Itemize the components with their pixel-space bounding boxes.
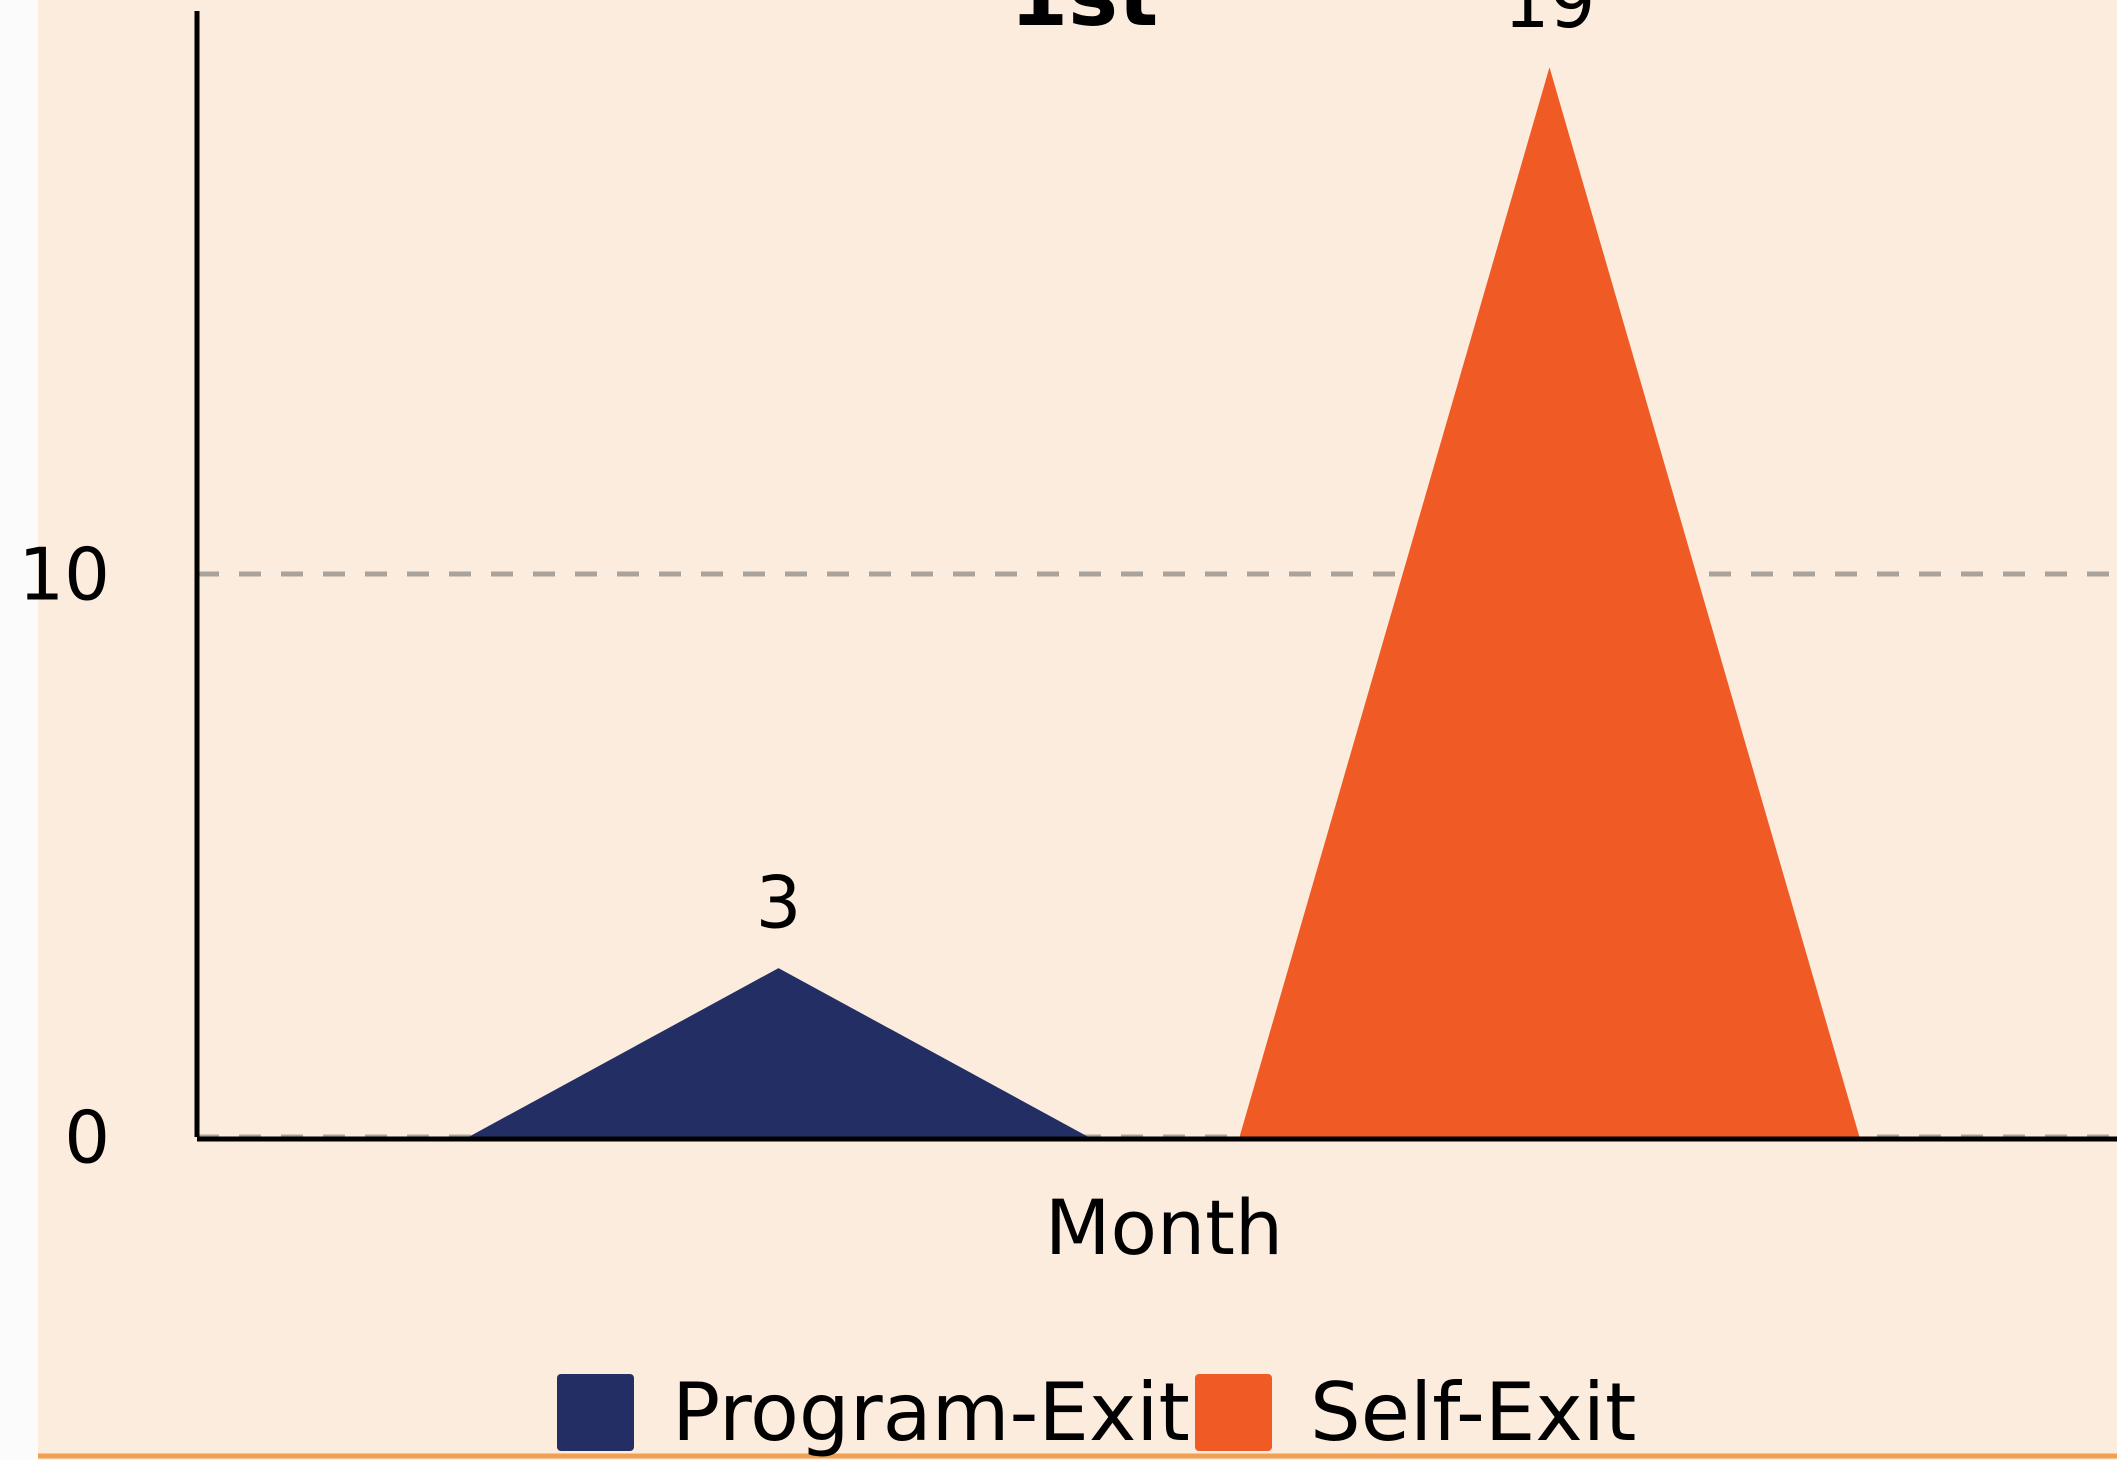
value-label: 19 — [1504, 0, 1596, 44]
peak-bar — [468, 968, 1089, 1137]
legend-label: Self-Exit — [1310, 1366, 1636, 1459]
legend-swatch — [557, 1374, 634, 1451]
value-label: 3 — [756, 861, 802, 945]
y-tick-label: 0 — [64, 1096, 110, 1180]
legend-swatch — [1195, 1374, 1272, 1451]
y-tick-label: 10 — [18, 533, 110, 617]
category-label: 1st — [1010, 0, 1159, 45]
legend-label: Program-Exit — [672, 1366, 1190, 1459]
chart-background — [38, 0, 2117, 1460]
peak-bar — [1239, 67, 1860, 1137]
x-axis-label: Month — [1045, 1183, 1283, 1272]
